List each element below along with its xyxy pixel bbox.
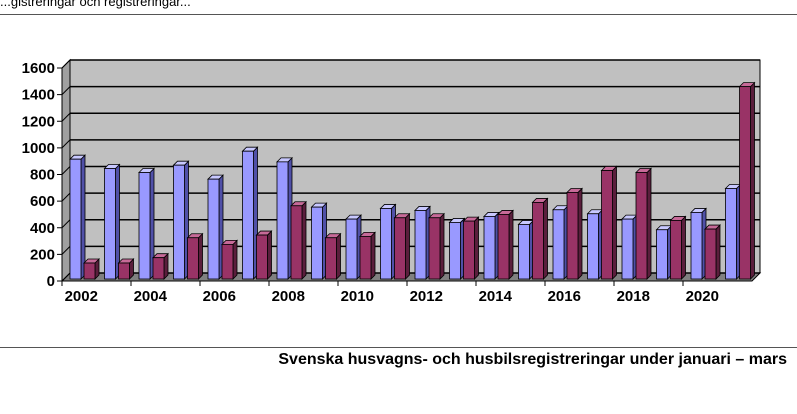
x-tick-label: 2016 [548, 288, 581, 305]
gridline-depth [61, 112, 71, 122]
bar-series-2-side [439, 212, 445, 280]
bar-series-2 [83, 262, 96, 280]
bar-series-2-side [474, 216, 479, 280]
bottom-divider [0, 347, 797, 348]
gridline-depth [61, 272, 71, 282]
bar-series-2 [325, 237, 337, 280]
bar-series-1 [725, 188, 737, 280]
gridline-depth [61, 219, 71, 229]
gridline-depth [61, 246, 71, 255]
y-tick-label: 0 [47, 273, 55, 290]
bar-series-2 [428, 217, 441, 280]
bar-series-2 [394, 217, 406, 280]
bar-series-2 [635, 172, 648, 280]
bar-series-1 [587, 213, 599, 280]
x-tick-label: 2002 [65, 288, 98, 305]
gridline-depth [61, 86, 71, 95]
bar-series-2-side [577, 187, 583, 280]
bar-series-2 [221, 243, 234, 280]
gridline-depth [61, 192, 71, 202]
bar-series-2 [670, 220, 682, 280]
bar-series-2-side [715, 224, 721, 280]
y-tick-label: 1200 [22, 113, 55, 130]
bar-series-2 [256, 234, 268, 280]
y-tick-label: 800 [30, 167, 55, 184]
bar-series-1 [414, 210, 427, 280]
bar-chart: 0 200 400 600 800 1000 1200 1400 1600 2002 2004 200… [22, 58, 762, 305]
gridline-depth [61, 166, 71, 175]
chart-caption: Svenska husvagns- och husbilsregistrerin… [278, 351, 787, 368]
bar-series-2-side [232, 239, 238, 280]
bar-series-2-side [750, 81, 755, 280]
bar-series-2 [497, 214, 510, 280]
bar-series-1 [345, 218, 358, 280]
bar-series-2 [601, 170, 613, 280]
y-tick-label: 1400 [22, 87, 55, 104]
bar-series-2-side [198, 232, 203, 280]
bar-series-1 [518, 224, 530, 280]
x-tick-label: 2014 [479, 288, 513, 305]
bar-series-1-side [115, 163, 120, 280]
bar-series-2 [739, 86, 751, 280]
y-tick-label: 200 [30, 246, 55, 263]
bar-series-2 [290, 205, 303, 280]
bar-series-1 [483, 216, 496, 280]
bar-series-2-side [612, 165, 617, 280]
bar-series-1 [207, 178, 220, 280]
x-tick-label: 2010 [341, 288, 374, 305]
bar-series-2 [359, 235, 372, 280]
y-tick-label: 600 [30, 193, 55, 210]
bar-series-2 [566, 192, 579, 280]
gridline-depth [61, 139, 71, 149]
bar-series-2-side [301, 200, 307, 280]
bar-series-1 [449, 222, 461, 280]
bar-series-1 [69, 158, 82, 280]
x-tick-label: 2004 [134, 288, 168, 305]
bar-series-2-side [336, 232, 341, 280]
bar-series-2-side [267, 230, 272, 280]
bar-series-2 [532, 202, 544, 280]
y-tick-label: 400 [30, 220, 55, 237]
x-tick-label: 2008 [272, 288, 305, 305]
bar-series-1 [656, 229, 668, 280]
x-tick-label: 2020 [686, 288, 719, 305]
top-cut-text: ...gistreringar och registreringar... [0, 0, 191, 9]
bar-series-2-side [405, 212, 410, 280]
bar-series-1 [138, 172, 151, 280]
bar-series-2 [118, 262, 130, 280]
bar-series-1 [104, 168, 116, 280]
bar-series-1-side [80, 154, 86, 280]
top-divider [0, 14, 797, 15]
bar-series-2 [463, 220, 475, 280]
bar-series-2-side [508, 209, 514, 280]
bar-series-2 [704, 228, 717, 280]
x-tick-label: 2018 [617, 288, 650, 305]
bar-series-1 [621, 218, 634, 280]
bar-series-1 [311, 206, 323, 280]
x-tick-label: 2006 [203, 288, 236, 305]
bar-series-2-side [543, 197, 548, 280]
x-tick-label: 2012 [410, 288, 443, 305]
bar-series-2 [187, 237, 199, 280]
bar-series-1 [242, 150, 254, 280]
bar-series-2-side [370, 231, 376, 280]
bar-series-2-side [681, 215, 686, 280]
bar-series-1 [380, 208, 392, 280]
bar-series-1 [173, 164, 185, 280]
bar-series-2-side [646, 167, 652, 280]
gridline-depth [61, 59, 71, 69]
y-tick-label: 1000 [22, 140, 55, 157]
y-tick-label: 1600 [22, 60, 55, 77]
bar-series-1 [276, 161, 289, 280]
bar-series-1 [552, 209, 565, 280]
bar-series-1 [690, 212, 703, 280]
bar-series-2 [152, 257, 165, 280]
